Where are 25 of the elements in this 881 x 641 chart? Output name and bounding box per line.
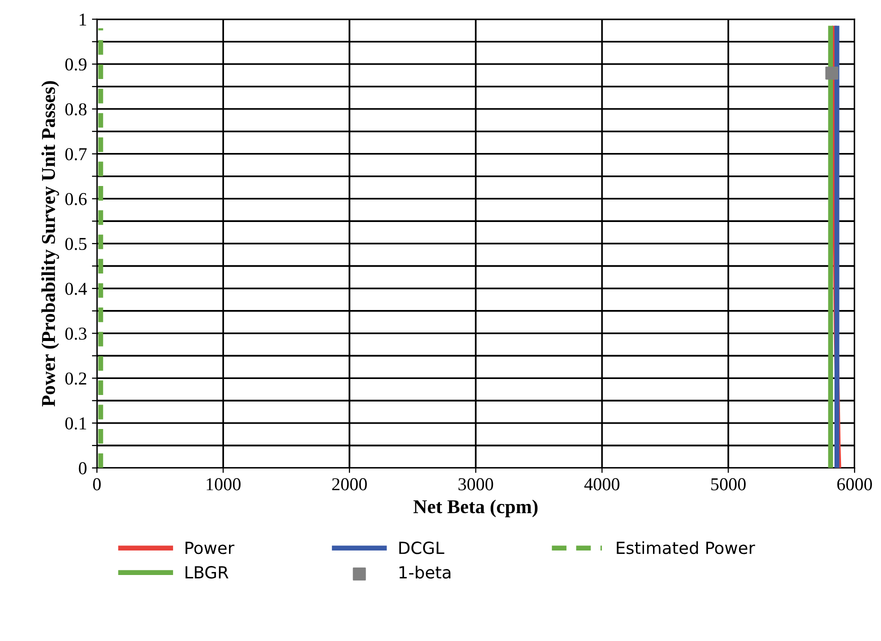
x-axis-title: Net Beta (cpm): [413, 500, 538, 518]
y-tick-label: 0.6: [65, 192, 87, 206]
y-tick-label: 0.5: [65, 238, 86, 250]
y-tick-label: 0.7: [65, 148, 87, 160]
legend-label: Estimated Power: [616, 541, 756, 554]
x-tick-label: 6000: [837, 478, 872, 490]
y-axis-title: Power (Probability Survey Unit Passes): [41, 81, 60, 407]
legend-label: Power: [186, 542, 234, 554]
legend-label: LBGR: [186, 566, 228, 579]
y-tick-label: 1: [80, 14, 86, 26]
x-tick-label: 3000: [458, 478, 494, 490]
x-tick-label: 4000: [584, 478, 620, 490]
x-tick-label: 2000: [332, 478, 367, 490]
x-tick-label: 1000: [206, 478, 241, 490]
legend-label: 1-beta: [400, 566, 450, 579]
x-tick-label: 5000: [711, 478, 746, 490]
x-tick-label: 0: [93, 478, 101, 490]
y-tick-label: 0.4: [65, 282, 87, 295]
y-tick-label: 0.8: [65, 103, 86, 116]
y-tick-label: 0.1: [65, 417, 86, 430]
legend-label: DCGL: [399, 542, 444, 554]
y-tick-label: 0.2: [65, 372, 86, 385]
y-tick-label: 0.3: [65, 328, 86, 340]
y-tick-label: 0: [78, 462, 86, 474]
y-tick-label: 0.9: [65, 58, 86, 71]
